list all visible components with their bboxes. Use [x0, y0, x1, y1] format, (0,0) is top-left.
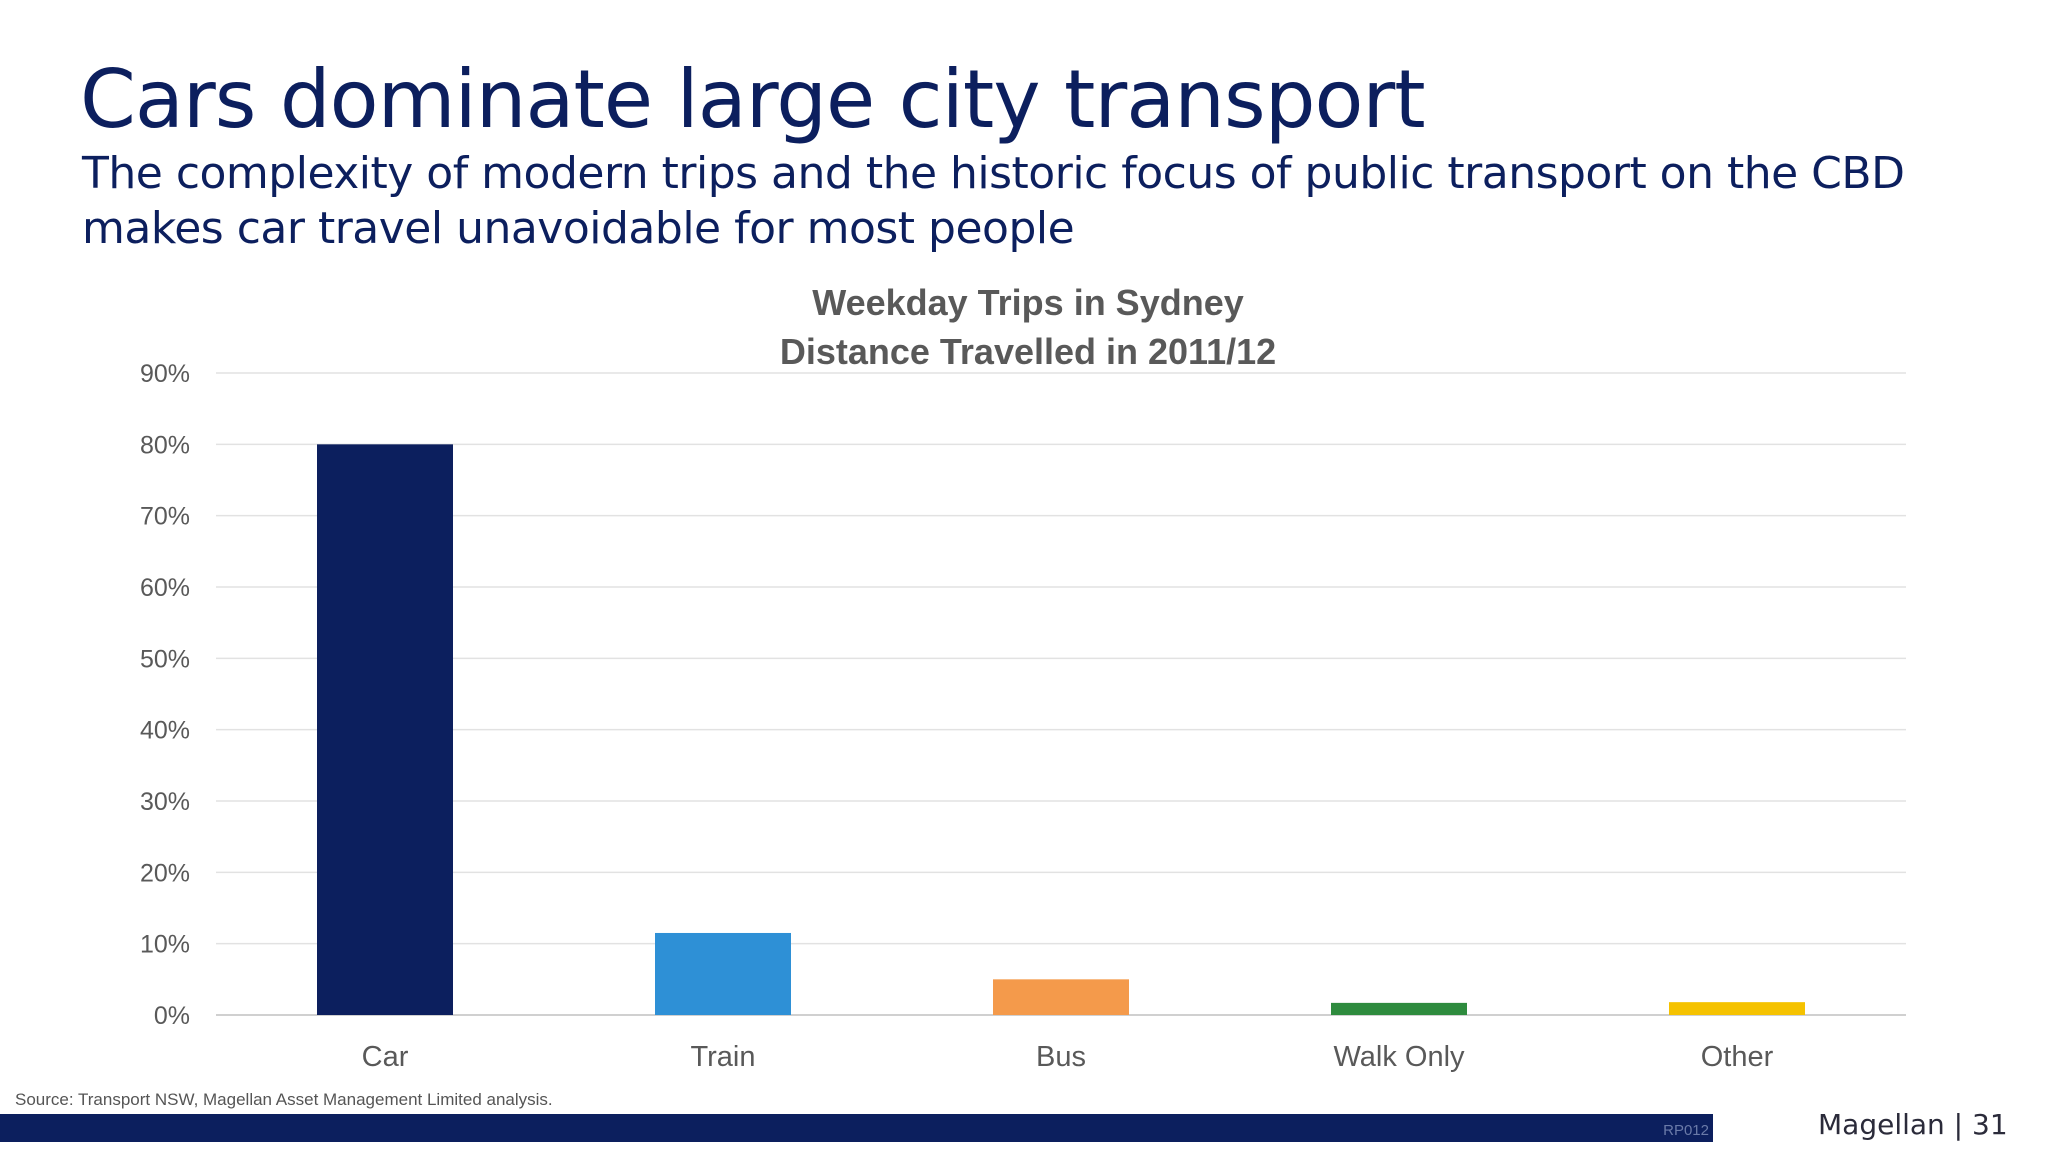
page-label: Magellan | 31	[1818, 1108, 2008, 1141]
bar-car	[317, 444, 453, 1015]
slide-subtitle: The complexity of modern trips and the h…	[82, 148, 1905, 254]
y-tick-label: 0%	[154, 1002, 190, 1030]
bar-chart: Weekday Trips in Sydney Distance Travell…	[140, 282, 1906, 1073]
y-tick-label: 50%	[140, 645, 190, 673]
gridlines	[216, 372, 1906, 1016]
y-tick-label: 30%	[140, 788, 190, 816]
bar-bus	[993, 979, 1129, 1015]
x-tick-label: Train	[691, 1041, 756, 1073]
y-tick-label: 80%	[140, 431, 190, 459]
chart-title: Weekday Trips in Sydney	[812, 282, 1244, 323]
bar-walk-only	[1331, 1002, 1467, 1015]
footer-code: RP012	[1663, 1122, 1709, 1139]
x-tick-label: Car	[362, 1041, 409, 1073]
bar-train	[655, 932, 791, 1015]
y-tick-label: 10%	[140, 931, 190, 959]
x-axis: Car Train Bus Walk Only Other	[362, 1041, 1774, 1073]
bars	[317, 444, 1805, 1015]
chart-subtitle: Distance Travelled in 2011/12	[780, 331, 1276, 372]
y-tick-label: 60%	[140, 574, 190, 602]
y-tick-label: 20%	[140, 859, 190, 887]
x-tick-label: Walk Only	[1333, 1041, 1465, 1073]
x-tick-label: Bus	[1036, 1041, 1086, 1073]
source-note: Source: Transport NSW, Magellan Asset Ma…	[15, 1090, 553, 1109]
y-tick-label: 70%	[140, 503, 190, 531]
footer-bar: RP012	[0, 1114, 1713, 1142]
y-axis: 0% 10% 20% 30% 40% 50% 60% 70% 80% 90%	[140, 360, 190, 1030]
x-tick-label: Other	[1701, 1041, 1774, 1073]
bar-other	[1669, 1002, 1805, 1015]
y-tick-label: 90%	[140, 360, 190, 388]
y-tick-label: 40%	[140, 717, 190, 745]
slide-title: Cars dominate large city transport	[80, 53, 1426, 146]
